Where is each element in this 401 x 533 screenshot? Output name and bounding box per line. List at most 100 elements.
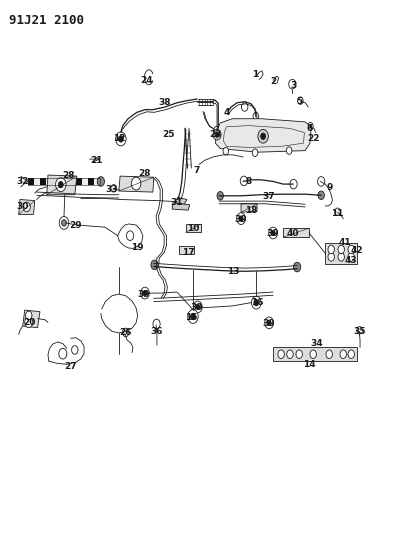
Circle shape xyxy=(122,328,129,337)
Text: 34: 34 xyxy=(310,339,323,348)
Circle shape xyxy=(215,132,219,138)
Text: 39: 39 xyxy=(266,229,279,238)
Bar xyxy=(64,178,69,184)
Polygon shape xyxy=(272,348,356,361)
Circle shape xyxy=(223,148,228,155)
Circle shape xyxy=(195,304,199,310)
Bar xyxy=(40,178,45,184)
Circle shape xyxy=(309,350,316,359)
Polygon shape xyxy=(185,224,200,232)
Circle shape xyxy=(347,245,354,254)
Circle shape xyxy=(239,216,243,221)
Circle shape xyxy=(152,319,160,329)
Circle shape xyxy=(55,177,66,191)
Polygon shape xyxy=(215,119,310,152)
Bar xyxy=(28,178,33,184)
Circle shape xyxy=(286,350,292,359)
Text: 37: 37 xyxy=(261,192,274,201)
Circle shape xyxy=(295,350,302,359)
Circle shape xyxy=(337,253,344,261)
Text: 23: 23 xyxy=(208,130,221,139)
Circle shape xyxy=(215,129,219,134)
Polygon shape xyxy=(178,246,193,254)
Bar xyxy=(34,178,39,184)
Text: 38: 38 xyxy=(158,98,171,107)
Circle shape xyxy=(59,216,69,229)
Circle shape xyxy=(266,320,270,326)
Circle shape xyxy=(217,191,223,200)
Polygon shape xyxy=(119,176,153,192)
Bar xyxy=(76,178,81,184)
Circle shape xyxy=(317,191,324,199)
Polygon shape xyxy=(174,197,186,204)
Text: 42: 42 xyxy=(349,246,362,255)
Text: 25: 25 xyxy=(162,130,175,139)
Bar xyxy=(70,178,75,184)
Text: 26: 26 xyxy=(119,328,132,337)
Text: 11: 11 xyxy=(330,209,342,218)
Circle shape xyxy=(356,327,362,334)
Circle shape xyxy=(187,310,198,324)
Circle shape xyxy=(25,317,32,328)
Text: 21: 21 xyxy=(90,156,103,165)
Circle shape xyxy=(131,177,141,190)
Circle shape xyxy=(257,130,267,143)
Text: 91J21 2100: 91J21 2100 xyxy=(9,14,83,27)
Polygon shape xyxy=(19,199,34,214)
Circle shape xyxy=(308,125,311,128)
Text: 20: 20 xyxy=(23,318,36,327)
Circle shape xyxy=(143,290,146,296)
Text: 4: 4 xyxy=(223,108,230,117)
Circle shape xyxy=(253,300,258,306)
Text: 29: 29 xyxy=(69,221,82,230)
Circle shape xyxy=(325,350,332,359)
Circle shape xyxy=(268,227,277,239)
Circle shape xyxy=(317,176,324,186)
Circle shape xyxy=(23,202,30,212)
Circle shape xyxy=(213,130,221,140)
Polygon shape xyxy=(23,310,40,328)
Text: 9: 9 xyxy=(325,183,332,192)
Text: 22: 22 xyxy=(306,134,319,143)
Text: 31: 31 xyxy=(170,198,183,207)
Text: 7: 7 xyxy=(193,166,200,175)
Text: 39: 39 xyxy=(138,289,150,298)
Bar xyxy=(94,178,99,184)
Circle shape xyxy=(347,253,354,261)
Text: 13: 13 xyxy=(226,268,239,276)
Circle shape xyxy=(190,313,195,320)
Circle shape xyxy=(61,220,66,226)
Circle shape xyxy=(71,346,78,354)
Polygon shape xyxy=(241,204,257,212)
Circle shape xyxy=(327,253,334,261)
Circle shape xyxy=(277,350,284,359)
Text: 32: 32 xyxy=(16,177,29,186)
Circle shape xyxy=(307,123,312,130)
Circle shape xyxy=(150,260,158,270)
Circle shape xyxy=(111,184,116,192)
Bar xyxy=(82,178,87,184)
Text: 17: 17 xyxy=(181,248,194,257)
Circle shape xyxy=(240,176,247,185)
Text: 3: 3 xyxy=(289,81,296,90)
Bar xyxy=(88,178,93,184)
Polygon shape xyxy=(282,228,308,237)
Text: 14: 14 xyxy=(302,360,315,369)
Text: 39: 39 xyxy=(234,215,247,224)
Circle shape xyxy=(252,149,257,157)
Text: 39: 39 xyxy=(261,319,274,328)
Text: 41: 41 xyxy=(337,238,350,247)
Text: 39: 39 xyxy=(190,303,203,312)
Text: 10: 10 xyxy=(186,224,198,233)
Circle shape xyxy=(286,147,291,155)
Circle shape xyxy=(193,301,202,313)
Text: 27: 27 xyxy=(64,362,77,371)
Text: 43: 43 xyxy=(344,256,356,264)
Circle shape xyxy=(241,103,247,111)
Circle shape xyxy=(236,213,245,224)
Text: 35: 35 xyxy=(352,327,365,336)
Text: 24: 24 xyxy=(140,76,153,85)
Polygon shape xyxy=(324,243,356,264)
Circle shape xyxy=(118,136,123,142)
Text: 16: 16 xyxy=(250,298,263,307)
